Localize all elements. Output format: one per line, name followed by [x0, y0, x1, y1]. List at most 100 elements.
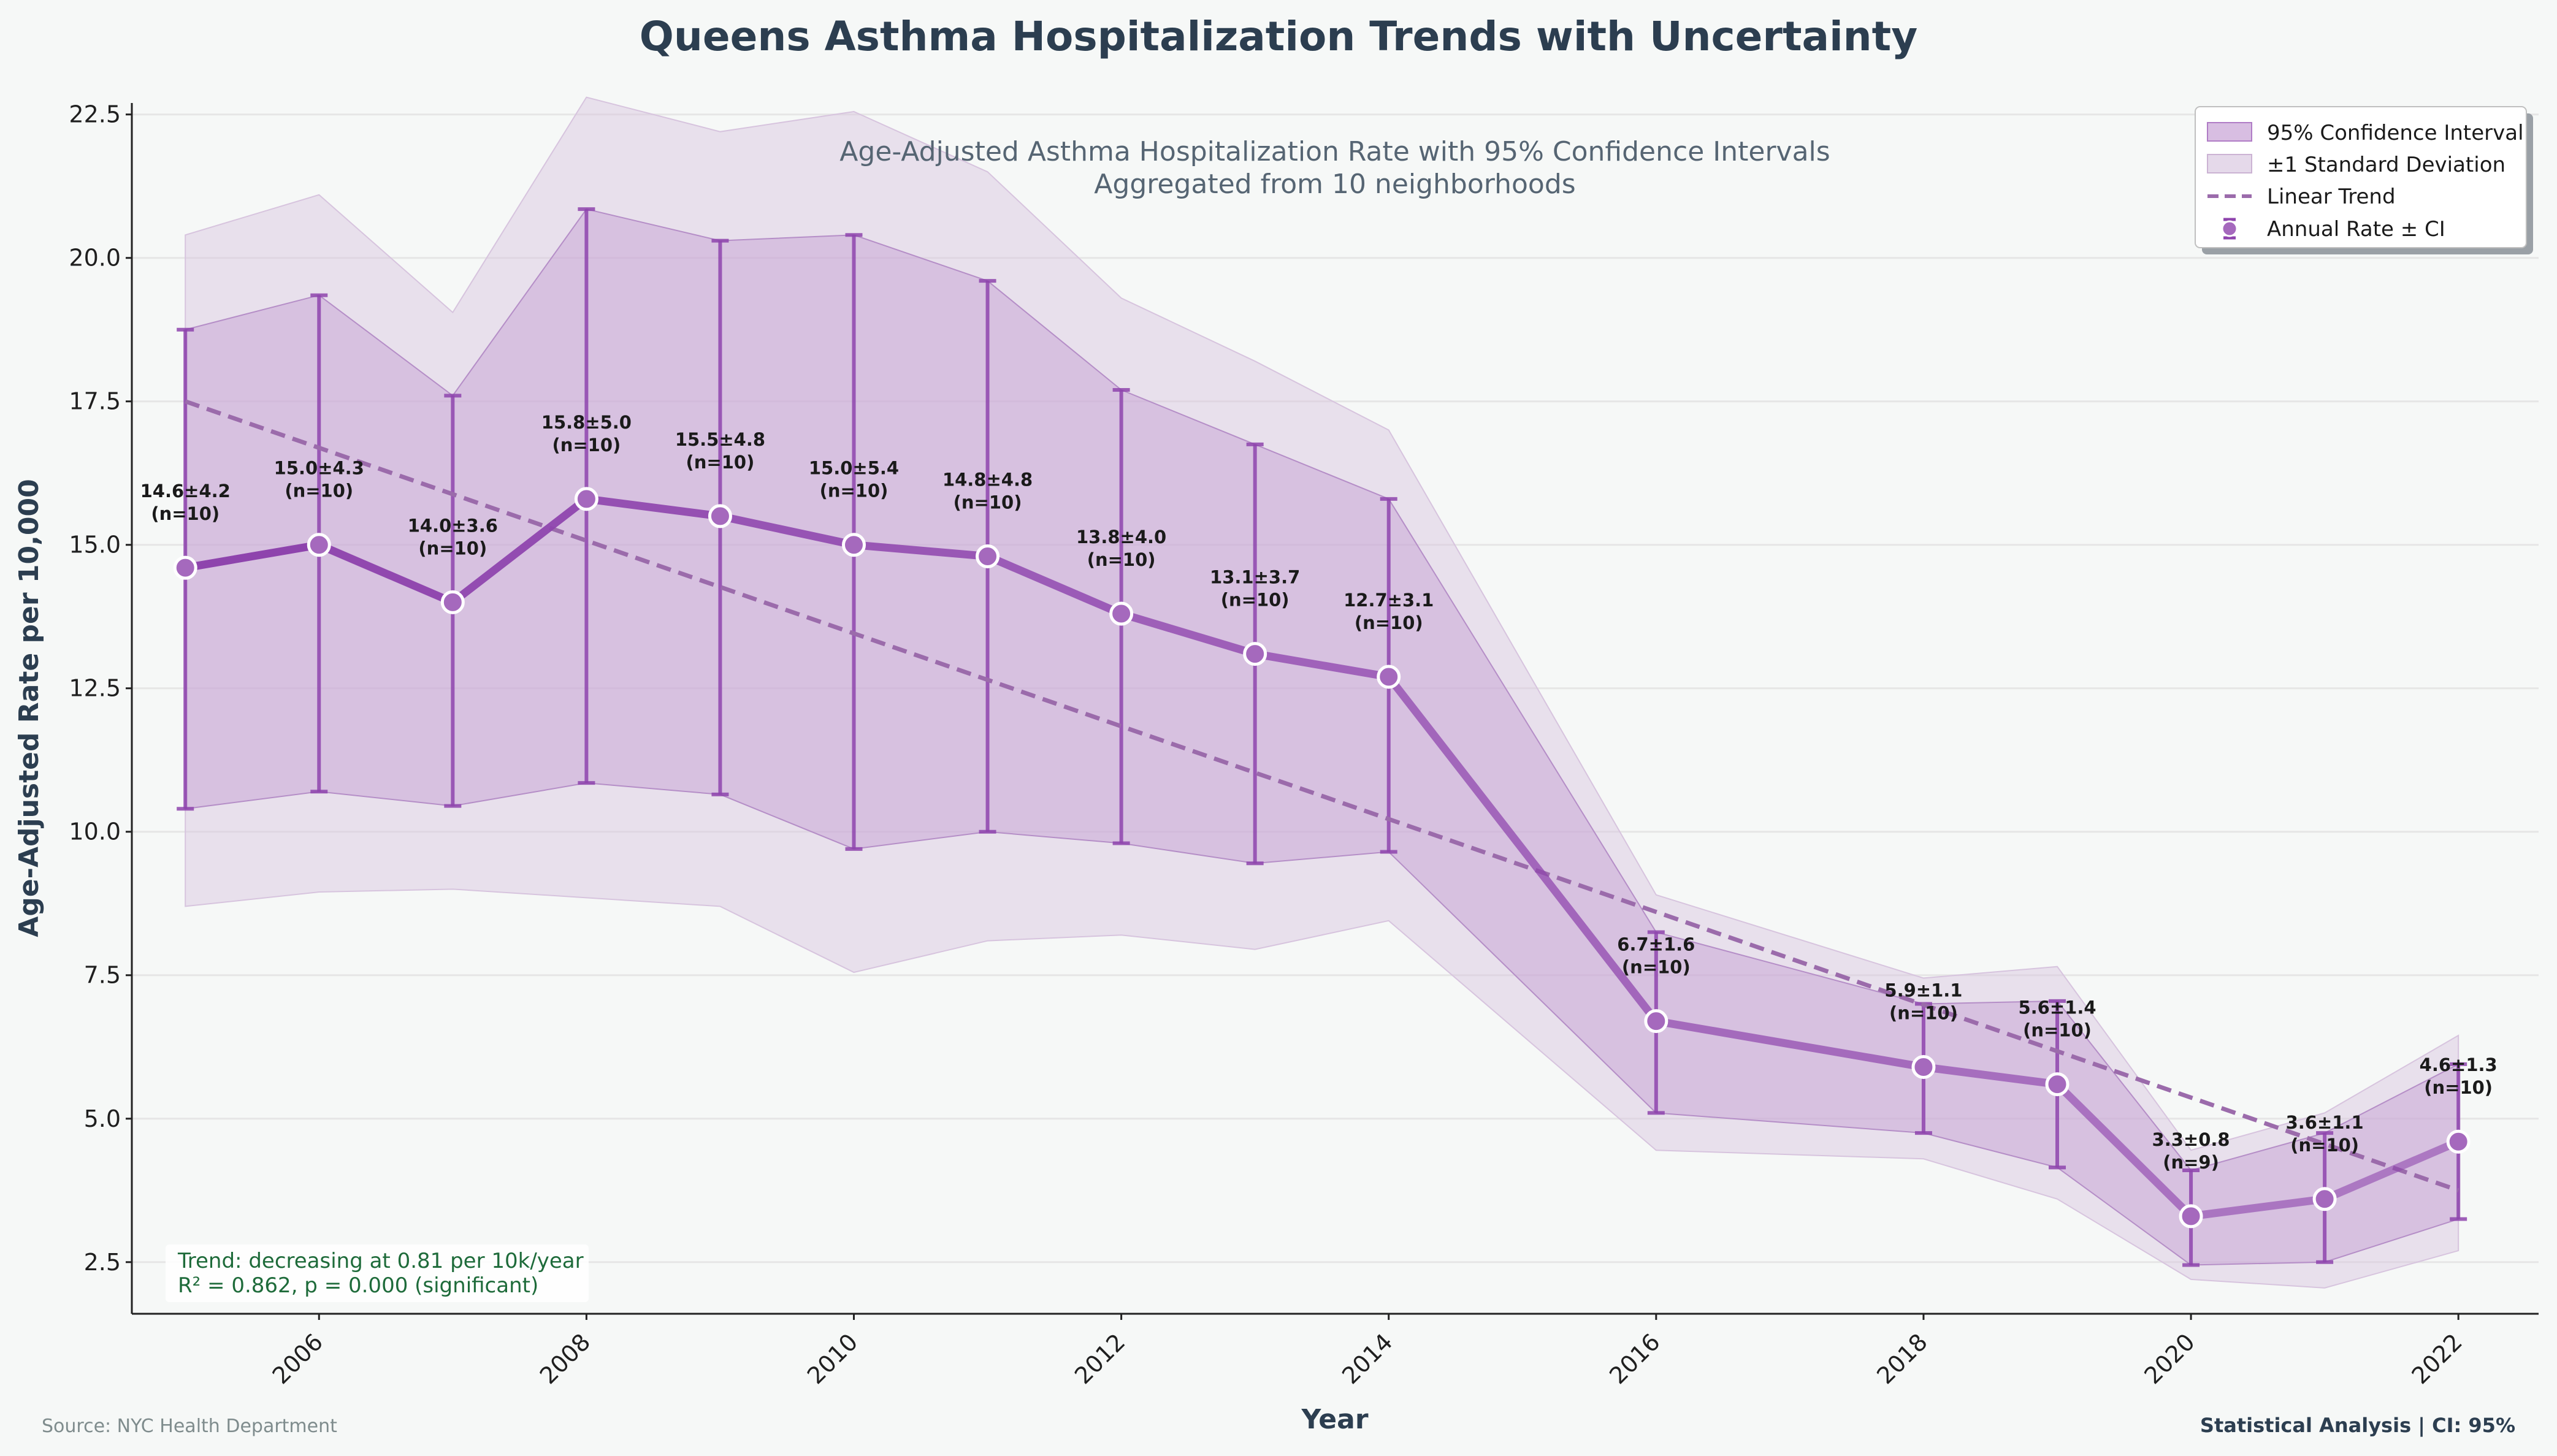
data-point [976, 544, 1000, 568]
legend-sd-swatch [2207, 154, 2252, 173]
data-label-value: 13.8±4.0 [1076, 527, 1166, 547]
data-label-value: 6.7±1.6 [1617, 934, 1695, 955]
data-label-n: (n=10) [1355, 612, 1423, 633]
y-tick-label: 15.0 [69, 532, 121, 558]
data-point [1243, 642, 1267, 666]
y-axis-label: Age-Adjusted Rate per 10,000 [13, 479, 45, 937]
points [173, 487, 2471, 1229]
statistical-note: Statistical Analysis | CI: 95% [2200, 1414, 2515, 1438]
data-label-value: 4.6±1.3 [2420, 1054, 2498, 1075]
series-line-segment [1919, 1063, 2062, 1089]
series-line-segment [984, 552, 1126, 618]
series-line-segment [1385, 673, 1661, 1026]
y-tick-label: 20.0 [69, 245, 121, 272]
legend-trend-label: Linear Trend [2267, 185, 2396, 209]
series-line-segment [315, 541, 457, 606]
y-tick-label: 5.0 [84, 1105, 121, 1132]
data-point [2312, 1187, 2337, 1211]
series-line-segment [716, 512, 858, 549]
data-label-value: 15.0±5.4 [809, 458, 899, 479]
data-label-value: 12.7±3.1 [1343, 590, 1434, 611]
chart-subtitle-line2: Aggregated from 10 neighborhoods [1094, 169, 1575, 200]
series-line-segment [448, 495, 591, 606]
data-label-value: 5.6±1.4 [2018, 997, 2096, 1018]
trend-layer [185, 399, 2460, 1193]
data-label-n: (n=10) [151, 503, 220, 524]
legend-sd-label: ±1 Standard Deviation [2267, 153, 2505, 177]
data-label-value: 15.8±5.0 [541, 412, 632, 433]
data-label-value: 3.3±0.8 [2152, 1129, 2230, 1150]
trend-annotation-box [166, 1244, 589, 1302]
sd-band [185, 96, 2460, 1289]
data-point [574, 487, 598, 511]
plot-area: 14.6±4.2(n=10)15.0±4.3(n=10)14.0±3.6(n=1… [132, 96, 2539, 1289]
data-label-value: 15.5±4.8 [675, 429, 765, 450]
y-tick-label: 22.5 [69, 101, 121, 128]
data-label-n: (n=10) [1622, 957, 1691, 978]
data-label-n: (n=10) [820, 481, 889, 501]
data-labels: 14.6±4.2(n=10)15.0±4.3(n=10)14.0±3.6(n=1… [140, 412, 2498, 1173]
legend-points-label: Annual Rate ± CI [2267, 217, 2445, 242]
data-point [2446, 1129, 2471, 1154]
data-point [1644, 1009, 1668, 1034]
data-label-value: 14.0±3.6 [408, 515, 498, 536]
y-tick-label: 7.5 [84, 962, 121, 989]
data-label-value: 14.6±4.2 [140, 481, 231, 501]
data-point [1377, 665, 1401, 689]
sd-band-layer [185, 96, 2460, 1289]
legend-point-swatch [2221, 220, 2238, 237]
series-line-segment [2320, 1137, 2463, 1203]
data-label-n: (n=9) [2163, 1152, 2219, 1173]
source-note: Source: NYC Health Department [42, 1416, 337, 1437]
series-line-segment [1251, 650, 1393, 681]
legend-frame [2195, 106, 2527, 248]
data-point [2179, 1204, 2203, 1229]
data-point [1911, 1055, 1936, 1080]
data-point [440, 590, 465, 614]
series-line-segment [582, 495, 724, 520]
series-line-segment [850, 541, 992, 560]
data-label-value: 13.1±3.7 [1210, 567, 1300, 588]
data-point [842, 533, 866, 557]
data-label-n: (n=10) [954, 492, 1022, 513]
trend-annotation-line2: R² = 0.862, p = 0.000 (significant) [178, 1273, 538, 1298]
legend: 95% Confidence Interval ±1 Standard Devi… [2195, 106, 2533, 254]
data-label-n: (n=10) [418, 538, 487, 558]
data-label-n: (n=10) [2290, 1135, 2359, 1156]
y-tick-label: 10.0 [69, 818, 121, 845]
legend-ci-label: 95% Confidence Interval [2267, 121, 2524, 145]
x-axis-label: Year [1301, 1404, 1368, 1435]
data-label-value: 15.0±4.3 [274, 458, 364, 479]
data-point [1109, 601, 1134, 626]
data-point [307, 533, 331, 557]
data-label-value: 5.9±1.1 [1884, 980, 1962, 1001]
data-point [708, 504, 732, 528]
trend-line [185, 399, 2460, 1193]
y-ticks: 2.5 5.0 7.5 10.0 12.5 15.0 17.5 20.0 22.5 [69, 101, 132, 1276]
data-label-n: (n=10) [1221, 590, 1290, 611]
series-line-segment [181, 541, 323, 572]
chart-title: Queens Asthma Hospitalization Trends wit… [640, 13, 1918, 60]
legend-ci-swatch [2207, 122, 2252, 142]
data-label-n: (n=10) [285, 481, 353, 501]
data-label-n: (n=10) [552, 435, 621, 455]
data-label-value: 14.8±4.8 [942, 469, 1033, 490]
y-tick-label: 12.5 [69, 675, 121, 702]
data-label-n: (n=10) [2023, 1020, 2092, 1041]
data-label-n: (n=10) [2424, 1077, 2493, 1098]
trend-annotation: Trend: decreasing at 0.81 per 10k/year R… [166, 1244, 589, 1302]
y-tick-label: 2.5 [84, 1249, 121, 1276]
chart-subtitle-line1: Age-Adjusted Asthma Hospitalization Rate… [839, 136, 1830, 167]
series-line-segment [1652, 1017, 1928, 1072]
series-line-segment [2187, 1195, 2329, 1221]
data-label-n: (n=10) [686, 452, 755, 473]
series-line-segment [1117, 609, 1259, 658]
y-tick-label: 17.5 [69, 388, 121, 415]
data-label-value: 3.6±1.1 [2286, 1112, 2364, 1133]
trend-annotation-line1: Trend: decreasing at 0.81 per 10k/year [177, 1249, 584, 1273]
data-point [173, 555, 197, 580]
series-line-layer [181, 495, 2463, 1221]
data-label-n: (n=10) [1889, 1003, 1958, 1024]
